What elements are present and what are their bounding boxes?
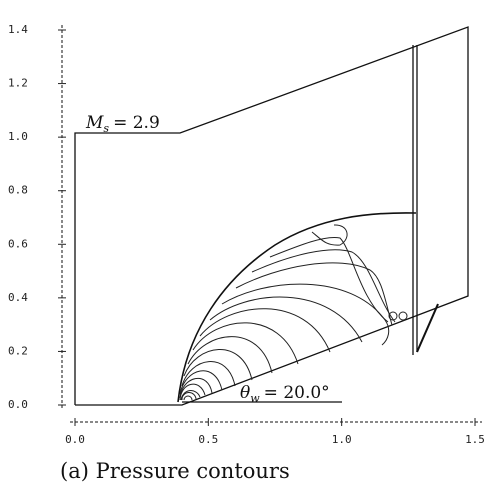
annotation-subscript: s <box>103 122 109 135</box>
annotation: θw = 20.0° <box>240 383 330 405</box>
contour-line <box>179 383 206 401</box>
contour-loop <box>388 311 398 321</box>
geometry <box>74 26 469 406</box>
contours <box>179 224 408 401</box>
x-tick-label: 0.0 <box>65 433 85 446</box>
mach-stem <box>416 303 439 353</box>
annotation-symbol: M <box>85 113 104 133</box>
x-tick-label: 1.5 <box>465 433 485 446</box>
y-tick-label: 1.4 <box>8 23 28 36</box>
x-tick-label: 1.0 <box>332 433 352 446</box>
contour-loop <box>398 311 408 321</box>
contour-line <box>221 283 390 346</box>
contour-line <box>180 390 201 401</box>
contour-line <box>251 249 396 323</box>
contour-line <box>269 236 389 323</box>
contour-line <box>179 370 223 395</box>
annotation-text: = 2.9 <box>113 113 160 133</box>
y-tick-label: 0.2 <box>8 344 28 357</box>
y-tick-label: 0.4 <box>8 291 28 304</box>
x-tick-label: 0.5 <box>198 433 218 446</box>
annotation-symbol: θ <box>240 383 250 403</box>
y-tick-label: 1.0 <box>8 130 28 143</box>
contour-line <box>199 308 331 353</box>
contour-line <box>235 262 393 326</box>
contour-line <box>311 224 348 246</box>
domain-boundary <box>74 26 469 406</box>
annotation: Ms = 2.9 <box>85 113 160 135</box>
contour-line <box>187 336 273 374</box>
contour-line <box>181 392 197 401</box>
annotation-subscript: w <box>250 392 260 405</box>
main-curved-shock <box>177 212 417 403</box>
contour-line <box>183 395 193 401</box>
y-tick-label: 0.6 <box>8 237 28 250</box>
contour-line <box>179 377 213 399</box>
caption: (a) Pressure contours <box>60 459 290 483</box>
y-tick-label: 1.2 <box>8 77 28 90</box>
y-tick-label: 0.8 <box>8 184 28 197</box>
annotation-text: = 20.0° <box>264 383 330 403</box>
contour-line <box>183 349 253 381</box>
contour-line <box>192 322 299 365</box>
contour-line <box>181 361 236 387</box>
contour-line <box>209 296 363 343</box>
y-tick-label: 0.0 <box>8 398 28 411</box>
